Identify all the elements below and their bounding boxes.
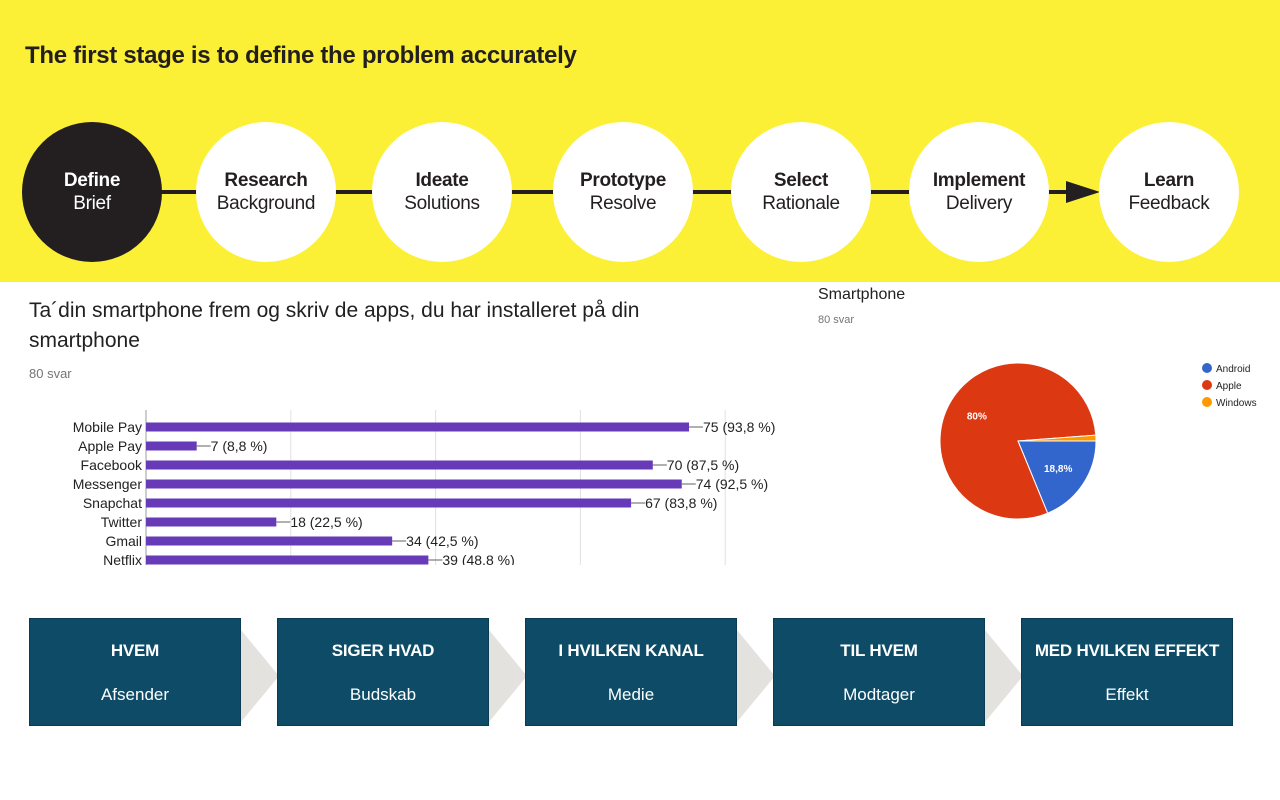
- apps-bar-chart: Mobile Pay 75 (93,8 %) Apple Pay 7 (8,8 %) F…: [73, 410, 775, 565]
- bar: [146, 498, 632, 508]
- comm-box-subtitle: Medie: [607, 685, 655, 704]
- legend-swatch: [1202, 380, 1212, 390]
- bar: [146, 441, 197, 451]
- comm-box-subtitle: Budskab: [349, 685, 417, 704]
- bar-value-label: 74 (92,5 %): [696, 476, 768, 492]
- comm-box-subtitle: Modtager: [843, 685, 915, 704]
- step-title: Learn: [1143, 170, 1195, 191]
- legend-swatch: [1202, 363, 1212, 373]
- bar-value-label: 7 (8,8 %): [211, 438, 268, 454]
- legend-swatch: [1202, 397, 1212, 407]
- step-title: Ideate: [415, 170, 469, 191]
- comm-box-heading: HVEM: [110, 641, 160, 660]
- step-title: Define: [63, 170, 121, 191]
- comm-box-heading: SIGER HVAD: [331, 641, 435, 660]
- bar-value-label: 75 (93,8 %): [703, 419, 775, 435]
- pie-slice-label: 80%: [967, 412, 987, 423]
- chevron-right-icon: [241, 630, 279, 722]
- bar: [146, 536, 393, 546]
- step-subtitle: Delivery: [945, 193, 1013, 214]
- chevron-right-icon: [489, 630, 527, 722]
- bar-category-label: Gmail: [105, 533, 142, 549]
- comm-box-heading: TIL HVEM: [840, 641, 918, 660]
- bar-value-label: 67 (83,8 %): [645, 495, 717, 511]
- step-implement: Implement Delivery: [909, 122, 1049, 262]
- process-band: The first stage is to define the problem…: [0, 0, 1280, 282]
- chevron-right-icon: [737, 630, 775, 722]
- step-title: Research: [224, 170, 308, 191]
- bar: [146, 460, 653, 470]
- survey-response-count: 80 svar: [29, 366, 72, 381]
- pie-slice-android: [1017, 440, 1097, 514]
- step-title: Prototype: [580, 170, 666, 191]
- comm-box-kanal: I HVILKEN KANAL Medie: [525, 618, 737, 726]
- comm-box-til-hvem: TIL HVEM Modtager: [773, 618, 985, 726]
- bar-category-label: Messenger: [73, 476, 143, 492]
- pie-response-count: 80 svar: [818, 314, 855, 326]
- pie-slice-apple: [939, 362, 1097, 520]
- step-research: Research Background: [196, 122, 336, 262]
- step-ideate: Ideate Solutions: [372, 122, 512, 262]
- step-learn: Learn Feedback: [1099, 122, 1239, 262]
- pie-slice-label: 18,8%: [1044, 464, 1072, 475]
- bar-value-label: 18 (22,5 %): [290, 514, 362, 530]
- bar-value-label: 70 (87,5 %): [667, 457, 739, 473]
- step-title: Implement: [932, 170, 1026, 191]
- step-subtitle: Brief: [73, 193, 111, 214]
- step-define: Define Brief: [22, 122, 162, 262]
- bar-category-label: Apple Pay: [78, 438, 142, 454]
- bar-category-label: Snapchat: [83, 495, 142, 511]
- step-prototype: Prototype Resolve: [553, 122, 693, 262]
- step-select: Select Rationale: [731, 122, 871, 262]
- bar-category-label: Twitter: [101, 514, 143, 530]
- legend-label: Apple: [1216, 381, 1242, 392]
- chevron-right-icon: [985, 630, 1023, 722]
- comm-box-effekt: MED HVILKEN EFFEKT Effekt: [1021, 618, 1233, 726]
- bar: [146, 517, 277, 527]
- comm-box-heading: MED HVILKEN EFFEKT: [1034, 641, 1220, 660]
- step-subtitle: Feedback: [1128, 193, 1210, 214]
- comm-box-heading: I HVILKEN KANAL: [558, 641, 704, 660]
- smartphone-pie-chart: 18,8% 80% Android Apple Windows: [939, 362, 1257, 520]
- bar: [146, 422, 689, 432]
- bar-category-label: Mobile Pay: [73, 419, 142, 435]
- bar: [146, 555, 429, 565]
- comm-box-subtitle: Effekt: [1105, 685, 1149, 704]
- pie-question-title: Smartphone: [818, 286, 906, 303]
- comm-box-subtitle: Afsender: [100, 685, 170, 704]
- survey-question-title: Ta´din smartphone frem og skriv de apps,…: [29, 299, 640, 352]
- arrow-right-icon: [1066, 181, 1100, 203]
- legend-label: Windows: [1216, 398, 1257, 409]
- bar-category-label: Facebook: [81, 457, 143, 473]
- step-subtitle: Background: [216, 193, 316, 214]
- pie-slice-windows: [1017, 434, 1097, 442]
- step-subtitle: Solutions: [404, 193, 480, 214]
- process-title: The first stage is to define the problem…: [25, 42, 577, 69]
- bar-category-label: Netflix: [103, 552, 142, 565]
- comm-box-hvem: HVEM Afsender: [29, 618, 241, 726]
- bar-value-label: 39 (48,8 %): [442, 552, 514, 565]
- bar: [146, 479, 682, 489]
- bar-value-label: 34 (42,5 %): [406, 533, 478, 549]
- step-subtitle: Rationale: [762, 193, 840, 214]
- step-title: Select: [773, 170, 829, 191]
- comm-box-siger-hvad: SIGER HVAD Budskab: [277, 618, 489, 726]
- legend-label: Android: [1216, 364, 1250, 375]
- step-subtitle: Resolve: [589, 193, 657, 214]
